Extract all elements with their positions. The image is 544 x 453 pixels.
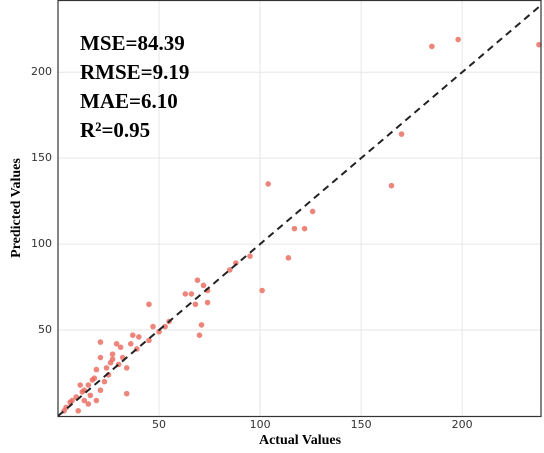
point — [285, 255, 292, 261]
point — [85, 382, 92, 388]
point — [301, 225, 308, 232]
y-axis-label: Predicted Values — [9, 158, 24, 258]
point — [81, 397, 88, 404]
point — [204, 299, 211, 306]
plot-frame — [57, 0, 542, 418]
point — [309, 208, 316, 215]
point — [188, 291, 195, 297]
point — [162, 323, 168, 330]
point — [109, 351, 116, 357]
point — [129, 332, 136, 339]
point — [194, 277, 201, 283]
point — [429, 43, 435, 50]
point — [117, 344, 124, 351]
point — [146, 301, 152, 308]
point — [182, 291, 189, 297]
point — [127, 341, 134, 347]
x-tick-label: 150 — [351, 418, 372, 431]
point — [136, 334, 142, 340]
y-tick-label: 50 — [38, 323, 52, 336]
point — [247, 253, 253, 259]
metric-annotation: R²=0.95 — [80, 118, 150, 142]
x-tick-label: 200 — [452, 418, 473, 431]
y-tick-label: 200 — [31, 65, 52, 78]
point — [259, 287, 265, 294]
point — [97, 354, 104, 361]
point — [226, 267, 233, 273]
point — [89, 377, 96, 383]
point — [455, 36, 461, 43]
point — [192, 301, 199, 308]
point — [77, 382, 84, 388]
point — [123, 365, 130, 371]
point — [123, 390, 130, 397]
x-tick-label: 50 — [152, 418, 166, 431]
point — [146, 337, 152, 344]
point — [536, 41, 542, 48]
point — [291, 225, 298, 232]
point — [196, 332, 203, 339]
point — [265, 181, 271, 187]
point — [156, 328, 162, 335]
point — [93, 366, 100, 373]
point — [113, 341, 120, 347]
point — [198, 322, 205, 328]
point — [85, 401, 92, 407]
metric-annotation: MSE=84.39 — [80, 31, 185, 55]
point — [398, 131, 405, 137]
point — [79, 389, 86, 395]
x-axis-label: Actual Values — [259, 433, 342, 448]
point — [200, 282, 207, 289]
point — [388, 182, 395, 189]
x-tick-label: 100 — [250, 418, 271, 431]
point — [87, 392, 94, 399]
y-tick-label: 150 — [31, 151, 52, 164]
identity-line — [57, 4, 542, 417]
metric-annotation: MAE=6.10 — [80, 89, 178, 113]
point — [150, 323, 156, 330]
point — [97, 387, 104, 394]
point — [101, 378, 108, 385]
point — [93, 397, 100, 404]
point — [109, 356, 116, 363]
y-tick-label: 100 — [31, 237, 52, 250]
point — [75, 408, 82, 414]
point — [103, 365, 110, 371]
point — [97, 339, 104, 345]
metric-annotation: RMSE=9.19 — [80, 60, 189, 84]
